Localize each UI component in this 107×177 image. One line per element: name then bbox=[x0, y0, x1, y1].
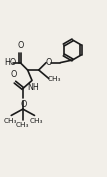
Text: CH₃: CH₃ bbox=[16, 122, 30, 128]
Text: CH₃: CH₃ bbox=[4, 118, 17, 124]
Text: O: O bbox=[17, 41, 24, 50]
Text: CH₃: CH₃ bbox=[29, 118, 43, 124]
Text: O: O bbox=[20, 100, 26, 109]
Text: CH₃: CH₃ bbox=[48, 76, 61, 82]
Text: NH: NH bbox=[28, 83, 39, 92]
Text: O: O bbox=[11, 70, 17, 79]
Text: HO: HO bbox=[4, 58, 16, 67]
Text: O: O bbox=[46, 58, 52, 67]
